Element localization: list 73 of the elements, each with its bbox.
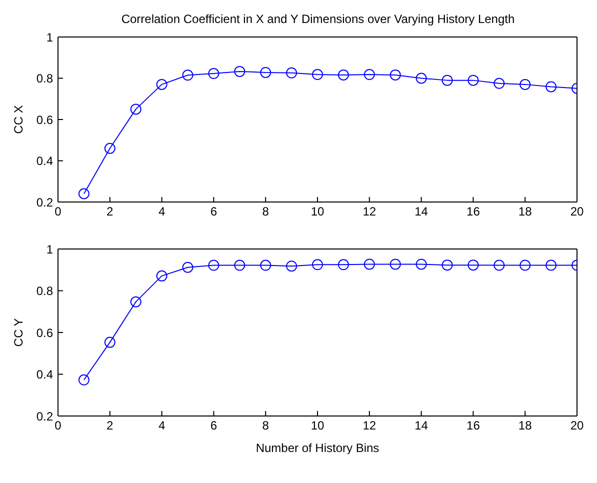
y-tick-label: 0.8 — [36, 72, 54, 86]
point — [234, 260, 246, 271]
x-tick-label: 6 — [210, 418, 218, 433]
point — [182, 262, 194, 273]
x-tick-label: 2 — [106, 418, 114, 433]
x-tick-label: 2 — [106, 204, 114, 219]
chart-title: Correlation Coefficient in X and Y Dimensions over Varying History Length — [120, 12, 516, 26]
point — [338, 259, 349, 270]
point — [520, 78, 531, 90]
point — [286, 260, 298, 272]
y-tick-label: 0.4 — [36, 154, 54, 168]
point — [156, 270, 168, 282]
point — [364, 69, 375, 80]
x-tick-label: 14 — [414, 418, 428, 433]
x-tick-label: 16 — [466, 418, 480, 433]
point — [234, 66, 246, 77]
point — [78, 374, 90, 386]
y-tick-label: 0.2 — [36, 409, 54, 424]
point — [546, 260, 557, 271]
y-tick-label: 0.4 — [36, 368, 54, 382]
x-tick-label: 12 — [362, 204, 376, 219]
point — [494, 260, 505, 271]
point — [104, 336, 116, 348]
point — [416, 72, 427, 84]
y-tick-label: 0.8 — [36, 284, 54, 298]
point — [208, 260, 220, 271]
point — [390, 69, 401, 80]
y-axis-title: CC X — [11, 105, 26, 134]
x-tick-label: 8 — [262, 204, 270, 219]
point — [260, 66, 272, 78]
x-tick-label: 10 — [310, 204, 324, 219]
point — [130, 296, 142, 308]
x-tick-label: 0 — [54, 418, 62, 433]
point — [520, 260, 531, 271]
x-tick-label: 6 — [210, 204, 218, 219]
point — [286, 67, 298, 78]
point — [416, 258, 427, 270]
point — [312, 69, 323, 80]
point — [78, 188, 90, 200]
point — [468, 74, 479, 86]
x-tick-label: 4 — [158, 418, 166, 433]
x-tick-label: 4 — [158, 204, 166, 219]
point — [130, 104, 142, 115]
y-tick-label: 0.2 — [36, 195, 54, 210]
x-tick-label: 20 — [570, 418, 584, 433]
point — [208, 68, 220, 80]
point — [104, 142, 116, 154]
y-tick-label: 0.6 — [36, 112, 54, 127]
x-tick-label: 18 — [518, 418, 532, 433]
point — [494, 78, 505, 89]
point — [442, 260, 453, 271]
y-tick-label: 0.6 — [36, 326, 54, 340]
point — [338, 69, 349, 80]
x-tick-label: 0 — [54, 204, 62, 219]
point — [468, 260, 479, 271]
x-tick-label: 10 — [310, 418, 324, 433]
x-tick-label: 8 — [262, 418, 270, 433]
point — [390, 258, 401, 270]
point — [312, 259, 323, 270]
x-tick-label: 14 — [414, 204, 428, 219]
point — [260, 260, 272, 271]
x-tick-label: 16 — [466, 204, 480, 219]
point — [156, 78, 168, 90]
y-tick-label: 1 — [46, 30, 54, 44]
x-tick-label: 12 — [362, 418, 376, 433]
point — [364, 258, 375, 270]
y-axis-title: CC Y — [11, 318, 26, 347]
point — [442, 74, 453, 86]
x-tick-label: 20 — [570, 204, 584, 219]
x-tick-label: 18 — [518, 204, 532, 219]
point — [546, 81, 557, 92]
y-tick-label: 1 — [46, 242, 54, 256]
point — [182, 70, 194, 81]
